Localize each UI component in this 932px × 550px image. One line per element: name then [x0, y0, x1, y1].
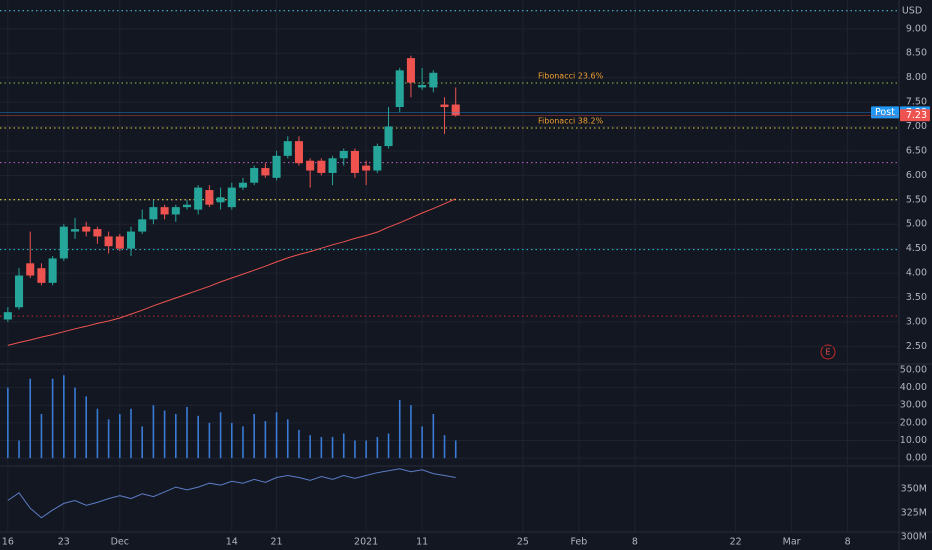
candle-body: [82, 226, 91, 232]
candle-body: [115, 236, 124, 249]
x-tick-label: 25: [517, 537, 529, 548]
x-tick-label: 21: [271, 537, 283, 548]
y-tick-label: 6.50: [906, 145, 927, 156]
y-tick-label: 4.50: [906, 243, 927, 254]
event-label: E: [825, 348, 830, 357]
x-tick-label: 8: [632, 537, 638, 548]
x-tick-label: Feb: [570, 537, 587, 548]
y-tick-label: 40.00: [900, 382, 927, 393]
price-badge-name: Post: [875, 107, 895, 118]
x-tick-label: Mar: [783, 537, 801, 548]
candle-body: [250, 168, 259, 183]
candle-body: [15, 275, 24, 308]
y-tick-label: 325M: [901, 507, 927, 518]
candle-body: [70, 229, 80, 232]
x-tick-label: 2021: [354, 537, 378, 548]
candle-body: [194, 187, 203, 210]
candle-body: [93, 229, 102, 237]
indicator-line: [7, 468, 456, 519]
y-tick-label: 30.00: [900, 400, 927, 411]
candle-body: [272, 155, 281, 178]
candle-body: [216, 197, 225, 203]
candle-body: [149, 207, 158, 220]
currency-label: USD: [902, 6, 922, 17]
candle-body: [26, 263, 35, 276]
y-tick-label: 6.00: [906, 170, 927, 181]
y-tick-label: 3.50: [906, 292, 927, 303]
candle-body: [205, 190, 214, 205]
candle-body: [317, 160, 326, 173]
candle-body: [160, 207, 169, 215]
candle-body: [373, 146, 382, 171]
candle-body: [339, 150, 348, 159]
candle-body: [294, 141, 303, 164]
y-tick-label: 20.00: [900, 417, 927, 428]
candle-body: [429, 72, 438, 88]
y-tick-label: 7.50: [906, 97, 927, 108]
y-tick-label: 2.50: [906, 341, 927, 352]
candle-body: [384, 126, 393, 147]
x-tick-label: 23: [58, 537, 70, 548]
price-badge: [900, 109, 930, 122]
candle-body: [406, 58, 415, 83]
candle-body: [261, 168, 270, 176]
candle-body: [227, 187, 236, 208]
y-tick-label: 4.00: [906, 268, 927, 279]
level-label: Fibonacci 38.2%: [538, 116, 604, 125]
y-tick-label: 5.50: [906, 194, 927, 205]
candle-body: [306, 160, 315, 171]
moving-average: [7, 198, 456, 346]
y-tick-label: 50.00: [900, 364, 927, 375]
level-label: Fibonacci 23.6%: [538, 72, 604, 81]
y-tick-label: 300M: [901, 531, 927, 542]
candle-body: [171, 207, 180, 215]
y-tick-label: 5.00: [906, 219, 927, 230]
candle-body: [59, 226, 68, 259]
candle-body: [182, 204, 192, 208]
y-tick-label: 3.00: [906, 316, 927, 327]
price-badge-value: 7.23: [906, 110, 927, 121]
y-tick-label: 8.50: [906, 48, 927, 59]
candle-body: [395, 70, 404, 107]
y-tick-label: 350M: [901, 483, 927, 494]
event-marker: [820, 344, 836, 360]
candle-body: [104, 236, 113, 247]
x-tick-label: Dec: [111, 537, 129, 548]
candle-body: [440, 104, 449, 107]
y-tick-label: 0.00: [906, 453, 927, 464]
candle-body: [328, 158, 337, 173]
x-tick-label: 22: [730, 537, 742, 548]
candle-body: [238, 182, 248, 188]
y-tick-label: 7.00: [906, 121, 927, 132]
candle-body: [138, 219, 147, 232]
candle-body: [37, 268, 46, 283]
y-tick-label: 10.00: [900, 435, 927, 446]
x-tick-label: 14: [226, 537, 238, 548]
candle-body: [362, 165, 371, 171]
x-tick-label: 11: [416, 537, 428, 548]
y-tick-label: 8.00: [906, 72, 927, 83]
candle-body: [283, 141, 292, 156]
candle-body: [418, 85, 427, 88]
candle-body: [48, 258, 57, 283]
candle-body: [3, 312, 12, 320]
x-tick-label: 8: [845, 537, 851, 548]
y-tick-label: 9.00: [906, 23, 927, 34]
candle-body: [126, 231, 136, 249]
candle-body: [451, 104, 460, 116]
x-tick-label: 16: [2, 537, 14, 548]
candle-body: [350, 150, 359, 173]
